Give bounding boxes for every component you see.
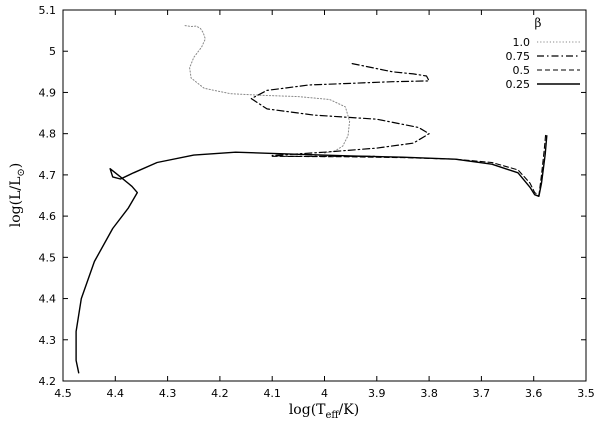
x-tick-label: 4.3 (159, 387, 177, 400)
plot-frame (62, 9, 587, 382)
x-tick-label: 3.9 (368, 387, 386, 400)
y-tick-label: 4.5 (39, 251, 57, 264)
x-tick-label: 3.8 (420, 387, 438, 400)
y-tick-label: 4.7 (39, 169, 57, 182)
series-layer (75, 24, 548, 374)
series-line-0-5 (271, 133, 547, 197)
series-line-0-75 (250, 63, 430, 157)
y-tick-label: 4.2 (39, 375, 57, 388)
y-tick-label: 4.6 (39, 210, 57, 223)
x-tick-label: 4.2 (211, 387, 229, 400)
y-tick-group: 4.2 4.3 4.4 4.5 4.6 4.7 4.8 4.9 5 5.1 (39, 4, 586, 388)
y-tick-label: 5.1 (39, 4, 57, 17)
legend: β 1.00.750.50.25 (506, 16, 580, 91)
x-tick-group: 4.5 4.4 4.3 4.2 4.1 4 3.9 3.8 3.7 3.6 3.5 (54, 10, 595, 400)
x-tick-label: 4.5 (54, 387, 72, 400)
x-tick-label: 4 (321, 387, 328, 400)
y-axis-label: log(L/L⊙) (8, 163, 27, 228)
series-line-1-0 (182, 24, 351, 154)
legend-label: 0.75 (506, 50, 531, 63)
legend-label: 0.5 (513, 64, 531, 77)
legend-label: 1.0 (513, 36, 531, 49)
series-line-0-25 (75, 135, 548, 374)
x-tick-label: 3.5 (577, 387, 595, 400)
y-tick-label: 4.3 (39, 334, 57, 347)
x-tick-label: 3.7 (473, 387, 491, 400)
x-tick-label: 4.1 (263, 387, 281, 400)
x-tick-label: 4.4 (107, 387, 125, 400)
y-tick-label: 4.4 (39, 293, 57, 306)
legend-title: β (535, 16, 542, 30)
y-tick-label: 5 (49, 45, 56, 58)
y-tick-label: 4.9 (39, 86, 57, 99)
legend-label: 0.25 (506, 78, 531, 91)
y-tick-label: 4.8 (39, 128, 57, 141)
x-tick-label: 3.6 (525, 387, 543, 400)
x-axis-label: log(Teff/K) (289, 402, 359, 421)
